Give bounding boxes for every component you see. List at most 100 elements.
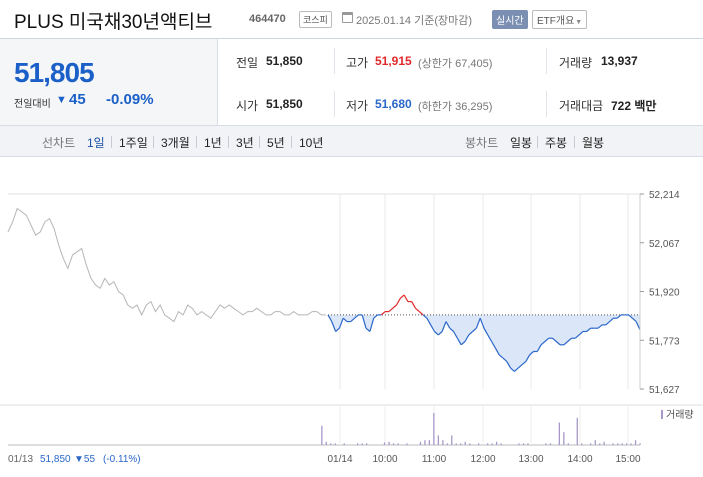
y-tick-label: 51,627 bbox=[649, 385, 680, 396]
prev-close-label: 전일 bbox=[236, 56, 259, 70]
tab-3year[interactable]: 3년 bbox=[236, 136, 254, 150]
prev-day-change-pct: (-0.11%) bbox=[103, 454, 141, 465]
volume-value: 13,937 bbox=[601, 54, 638, 68]
series-segment-today bbox=[502, 357, 508, 362]
y-tick-label: 51,920 bbox=[649, 288, 680, 299]
tab-3month[interactable]: 3개월 bbox=[161, 136, 190, 150]
tab-separator bbox=[574, 136, 575, 148]
volume-bar bbox=[361, 443, 363, 445]
series-segment-today bbox=[479, 317, 485, 329]
divider bbox=[334, 48, 335, 74]
intraday-chart[interactable]: 52,214 52,067 51,920 51,773 51,627 01/14 10:00… bbox=[0, 157, 703, 477]
series-segment-today bbox=[605, 321, 610, 326]
volume-legend-swatch bbox=[661, 410, 663, 419]
series-segment-today bbox=[369, 318, 375, 332]
series-segment-today bbox=[631, 317, 637, 323]
series-segment-today bbox=[342, 317, 348, 323]
prev-day-date: 01/13 bbox=[8, 454, 33, 465]
tab-1week[interactable]: 1주일 bbox=[119, 136, 148, 150]
divider bbox=[334, 91, 335, 117]
volume-bar bbox=[460, 443, 462, 445]
prev-day-change: ▼55 bbox=[74, 454, 95, 465]
change-value: 45 bbox=[69, 91, 86, 108]
series-segment-today bbox=[472, 327, 477, 332]
volume-bar bbox=[639, 443, 641, 445]
volume-bar bbox=[406, 443, 408, 445]
series-segment-today bbox=[475, 317, 481, 329]
volume-bar bbox=[469, 443, 471, 445]
current-price: 51,805 bbox=[14, 57, 95, 88]
series-segment-today bbox=[578, 331, 584, 336]
series-segment-today bbox=[453, 331, 458, 339]
volume-bar bbox=[419, 441, 422, 445]
series-segment-today bbox=[487, 334, 493, 342]
tab-10year[interactable]: 10년 bbox=[299, 136, 324, 150]
volume-bar bbox=[442, 440, 444, 445]
series-line-prev-day bbox=[7, 207, 326, 323]
series-segment-today bbox=[491, 341, 496, 349]
volume-bar bbox=[433, 413, 435, 445]
tab-1year[interactable]: 1년 bbox=[204, 136, 222, 150]
series-segment-today bbox=[426, 317, 432, 326]
etf-overview-dropdown[interactable]: ETF개요▼ bbox=[532, 10, 588, 29]
series-segment-today bbox=[335, 327, 340, 332]
volume-bar bbox=[563, 432, 565, 445]
open-value: 51,850 bbox=[266, 97, 303, 111]
series-segment-today bbox=[327, 314, 333, 322]
series-segment-today bbox=[464, 334, 470, 342]
volume-bar bbox=[545, 443, 547, 445]
volume-bar bbox=[527, 443, 529, 445]
line-chart-label: 선차트 bbox=[42, 136, 76, 150]
volume-legend: 거래량 bbox=[666, 409, 694, 421]
tab-daily-candle[interactable]: 일봉 bbox=[510, 136, 533, 150]
volume-bar bbox=[634, 440, 637, 445]
series-segment-today bbox=[517, 364, 523, 369]
x-tick-label: 10:00 bbox=[372, 454, 397, 465]
high-label: 고가 bbox=[346, 56, 369, 70]
lower-limit: (하한가 36,295) bbox=[418, 101, 493, 113]
series-segment-today bbox=[388, 307, 394, 313]
series-segment-today bbox=[494, 347, 500, 356]
upper-limit: (상한가 67,405) bbox=[418, 58, 493, 70]
series-segment-today bbox=[441, 321, 447, 332]
volume-bar bbox=[383, 442, 386, 445]
tab-5year[interactable]: 5년 bbox=[267, 136, 285, 150]
series-segment-today bbox=[536, 344, 542, 352]
caret-down-icon: ▼ bbox=[575, 19, 583, 26]
volume-bar bbox=[464, 441, 466, 445]
volume-bar bbox=[630, 443, 632, 445]
candle-chart-label: 봉차트 bbox=[465, 136, 499, 150]
series-segment-today bbox=[418, 311, 424, 316]
volume-bar bbox=[522, 443, 525, 445]
tab-1day[interactable]: 1일 bbox=[87, 136, 105, 150]
volume-bar bbox=[343, 443, 345, 445]
series-segment-today bbox=[529, 351, 534, 356]
volume-bar bbox=[626, 443, 628, 445]
volume-bar bbox=[487, 443, 489, 445]
prev-close-value: 51,850 bbox=[266, 54, 303, 68]
series-segment-today bbox=[415, 307, 420, 313]
volume-bar bbox=[446, 443, 448, 445]
x-tick-label: 01/14 bbox=[327, 454, 352, 465]
y-tick-label: 51,773 bbox=[649, 336, 680, 347]
price-summary: 51,805 전일대비 ▼ 45 -0.09% bbox=[0, 39, 218, 125]
volume-bar bbox=[518, 443, 520, 445]
volume-bar bbox=[455, 443, 457, 445]
etf-title: PLUS 미국채30년액티브 bbox=[14, 12, 213, 33]
realtime-button[interactable]: 실시간 bbox=[492, 10, 528, 29]
series-segment-today bbox=[483, 327, 489, 336]
series-segment-today bbox=[635, 321, 641, 331]
volume-bar bbox=[428, 440, 430, 445]
tab-monthly-candle[interactable]: 월봉 bbox=[582, 136, 605, 150]
tab-weekly-candle[interactable]: 주봉 bbox=[545, 136, 568, 150]
open-label: 시가 bbox=[236, 99, 259, 113]
amount-value: 722 백만 bbox=[611, 99, 657, 113]
volume-bar bbox=[437, 435, 439, 445]
series-segment-today bbox=[373, 314, 378, 319]
tab-separator bbox=[228, 136, 229, 148]
prev-day-close: 51,850 bbox=[40, 454, 71, 465]
volume-bar bbox=[621, 443, 623, 445]
tab-separator bbox=[291, 136, 292, 148]
tab-separator bbox=[537, 136, 538, 148]
below-baseline-fill bbox=[328, 314, 640, 372]
